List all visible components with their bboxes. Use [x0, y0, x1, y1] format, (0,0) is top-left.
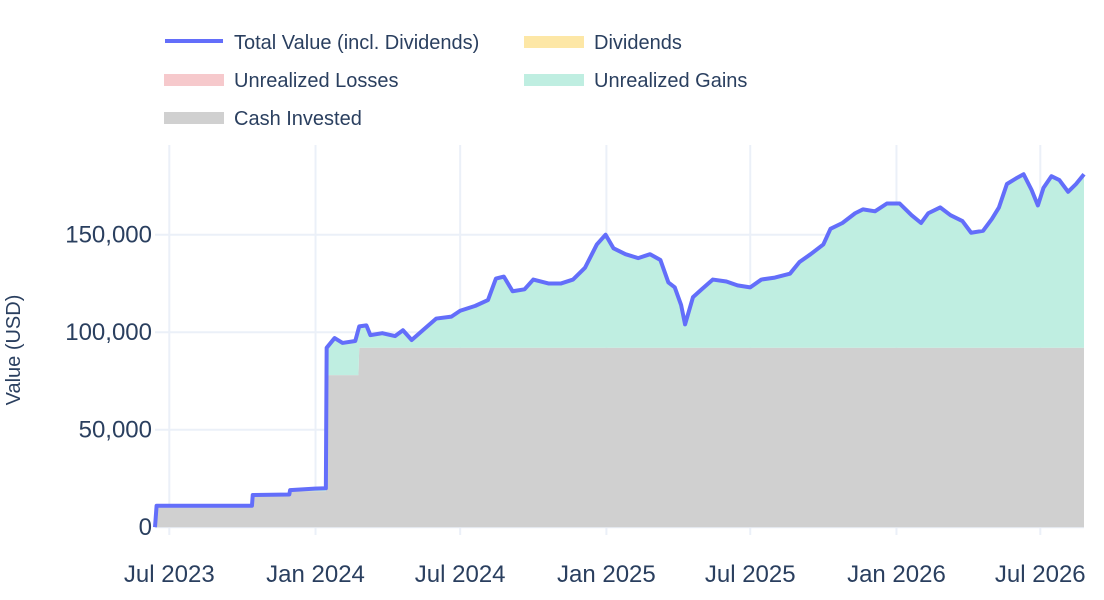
unrealized-gains-area: [155, 174, 1084, 528]
y-tick-label: 0: [139, 514, 152, 541]
legend-label-cash-invested: Cash Invested: [234, 108, 362, 130]
legend: Total Value (incl. Dividends) Dividends …: [164, 32, 747, 130]
total-value-line: [153, 172, 1086, 528]
legend-label-dividends: Dividends: [594, 32, 682, 54]
x-tick-label: Jul 2024: [415, 561, 506, 588]
y-tick-label: 150,000: [65, 222, 152, 249]
area-fills: [155, 174, 1084, 528]
legend-item-unrealized-gains[interactable]: Unrealized Gains: [524, 70, 747, 92]
legend-swatch-unrealized-gains: [524, 74, 584, 86]
legend-swatch-dividends: [524, 36, 584, 48]
legend-label-total-value: Total Value (incl. Dividends): [234, 32, 479, 54]
x-tick-label: Jan 2024: [266, 561, 365, 588]
legend-swatch-cash-invested: [164, 112, 224, 124]
legend-item-unrealized-losses[interactable]: Unrealized Losses: [164, 70, 399, 92]
y-tick-label: 50,000: [79, 417, 152, 444]
x-tick-label: Jul 2025: [705, 561, 796, 588]
x-tick-label: Jan 2025: [557, 561, 656, 588]
y-tick-label: 100,000: [65, 319, 152, 346]
legend-label-unrealized-gains: Unrealized Gains: [594, 70, 747, 92]
x-tick-label: Jul 2023: [124, 561, 215, 588]
x-tick-label: Jan 2026: [847, 561, 946, 588]
y-axis-ticks: 0 50,000 100,000 150,000: [65, 222, 152, 542]
legend-label-unrealized-losses: Unrealized Losses: [234, 70, 399, 92]
legend-item-total-value[interactable]: Total Value (incl. Dividends): [165, 32, 479, 54]
legend-item-cash-invested[interactable]: Cash Invested: [164, 108, 362, 130]
series-lines: [153, 172, 1086, 528]
legend-swatch-unrealized-losses: [164, 74, 224, 86]
x-axis-ticks: Jul 2023 Jan 2024 Jul 2024 Jan 2025 Jul 2025…: [124, 561, 1086, 588]
cash-invested-area: [155, 347, 1084, 528]
legend-item-dividends[interactable]: Dividends: [524, 32, 682, 54]
y-axis-title: Value (USD): [3, 295, 25, 406]
x-tick-label: Jul 2026: [995, 561, 1086, 588]
